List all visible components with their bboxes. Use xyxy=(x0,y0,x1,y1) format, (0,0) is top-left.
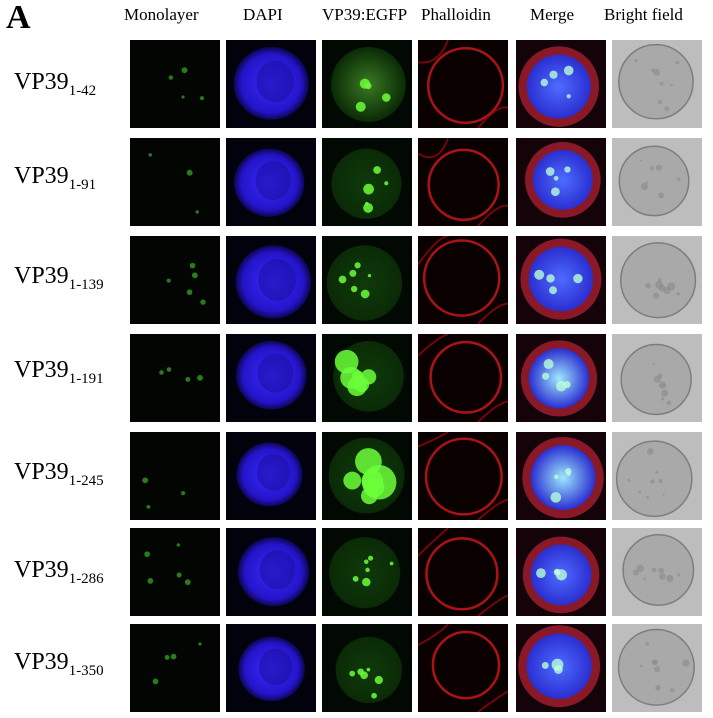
bright-micrograph xyxy=(612,528,702,616)
row-label-0: VP391-42 xyxy=(14,68,96,105)
merge-micrograph xyxy=(516,40,606,128)
row-label-base: VP39 xyxy=(14,69,69,95)
merge-micrograph xyxy=(516,236,606,324)
row-label-4: VP391-245 xyxy=(14,458,104,495)
row-label-subscript: 1-191 xyxy=(68,371,104,387)
monolayer-micrograph xyxy=(130,334,220,422)
phalloidin-micrograph xyxy=(418,236,508,324)
monolayer-micrograph xyxy=(130,432,220,520)
merge-micrograph xyxy=(516,624,606,712)
merge-micrograph xyxy=(516,138,606,226)
egfp-micrograph xyxy=(322,236,412,324)
row-label-base: VP39 xyxy=(14,357,69,383)
dapi-micrograph xyxy=(226,624,316,712)
bright-micrograph xyxy=(612,624,702,712)
dapi-micrograph xyxy=(226,334,316,422)
egfp-micrograph xyxy=(322,138,412,226)
column-header-1: DAPI xyxy=(243,5,283,24)
egfp-micrograph xyxy=(322,40,412,128)
column-header-3: Phalloidin xyxy=(421,5,491,24)
phalloidin-micrograph xyxy=(418,624,508,712)
phalloidin-micrograph xyxy=(418,138,508,226)
merge-micrograph xyxy=(516,334,606,422)
egfp-micrograph xyxy=(322,528,412,616)
phalloidin-micrograph xyxy=(418,334,508,422)
row-label-subscript: 1-139 xyxy=(68,277,104,293)
row-label-5: VP391-286 xyxy=(14,556,104,593)
row-label-base: VP39 xyxy=(14,459,69,485)
panel-letter: A xyxy=(6,0,31,36)
dapi-micrograph xyxy=(226,432,316,520)
phalloidin-micrograph xyxy=(418,528,508,616)
bright-micrograph xyxy=(612,432,702,520)
row-label-subscript: 1-245 xyxy=(68,473,104,489)
monolayer-micrograph xyxy=(130,624,220,712)
column-header-0: Monolayer xyxy=(124,5,199,24)
monolayer-micrograph xyxy=(130,40,220,128)
row-label-subscript: 1-286 xyxy=(68,571,104,587)
monolayer-micrograph xyxy=(130,138,220,226)
bright-micrograph xyxy=(612,40,702,128)
row-label-3: VP391-191 xyxy=(14,356,104,393)
phalloidin-micrograph xyxy=(418,40,508,128)
merge-micrograph xyxy=(516,432,606,520)
monolayer-micrograph xyxy=(130,528,220,616)
egfp-micrograph xyxy=(322,432,412,520)
row-label-2: VP391-139 xyxy=(14,262,104,299)
merge-micrograph xyxy=(516,528,606,616)
egfp-micrograph xyxy=(322,624,412,712)
bright-micrograph xyxy=(612,334,702,422)
row-label-6: VP391-350 xyxy=(14,648,104,685)
row-label-base: VP39 xyxy=(14,263,69,289)
dapi-micrograph xyxy=(226,138,316,226)
column-header-4: Merge xyxy=(530,5,575,24)
row-label-subscript: 1-350 xyxy=(68,663,104,679)
monolayer-micrograph xyxy=(130,236,220,324)
bright-micrograph xyxy=(612,138,702,226)
row-label-base: VP39 xyxy=(14,649,69,675)
row-label-subscript: 1-91 xyxy=(68,177,97,193)
row-label-1: VP391-91 xyxy=(14,162,96,199)
egfp-micrograph xyxy=(322,334,412,422)
column-header-2: VP39:EGFP xyxy=(322,5,408,24)
dapi-micrograph xyxy=(226,528,316,616)
bright-micrograph xyxy=(612,236,702,324)
row-label-subscript: 1-42 xyxy=(68,83,97,99)
row-label-base: VP39 xyxy=(14,557,69,583)
phalloidin-micrograph xyxy=(418,432,508,520)
column-header-5: Bright field xyxy=(604,5,683,24)
dapi-micrograph xyxy=(226,40,316,128)
dapi-micrograph xyxy=(226,236,316,324)
row-label-base: VP39 xyxy=(14,163,69,189)
